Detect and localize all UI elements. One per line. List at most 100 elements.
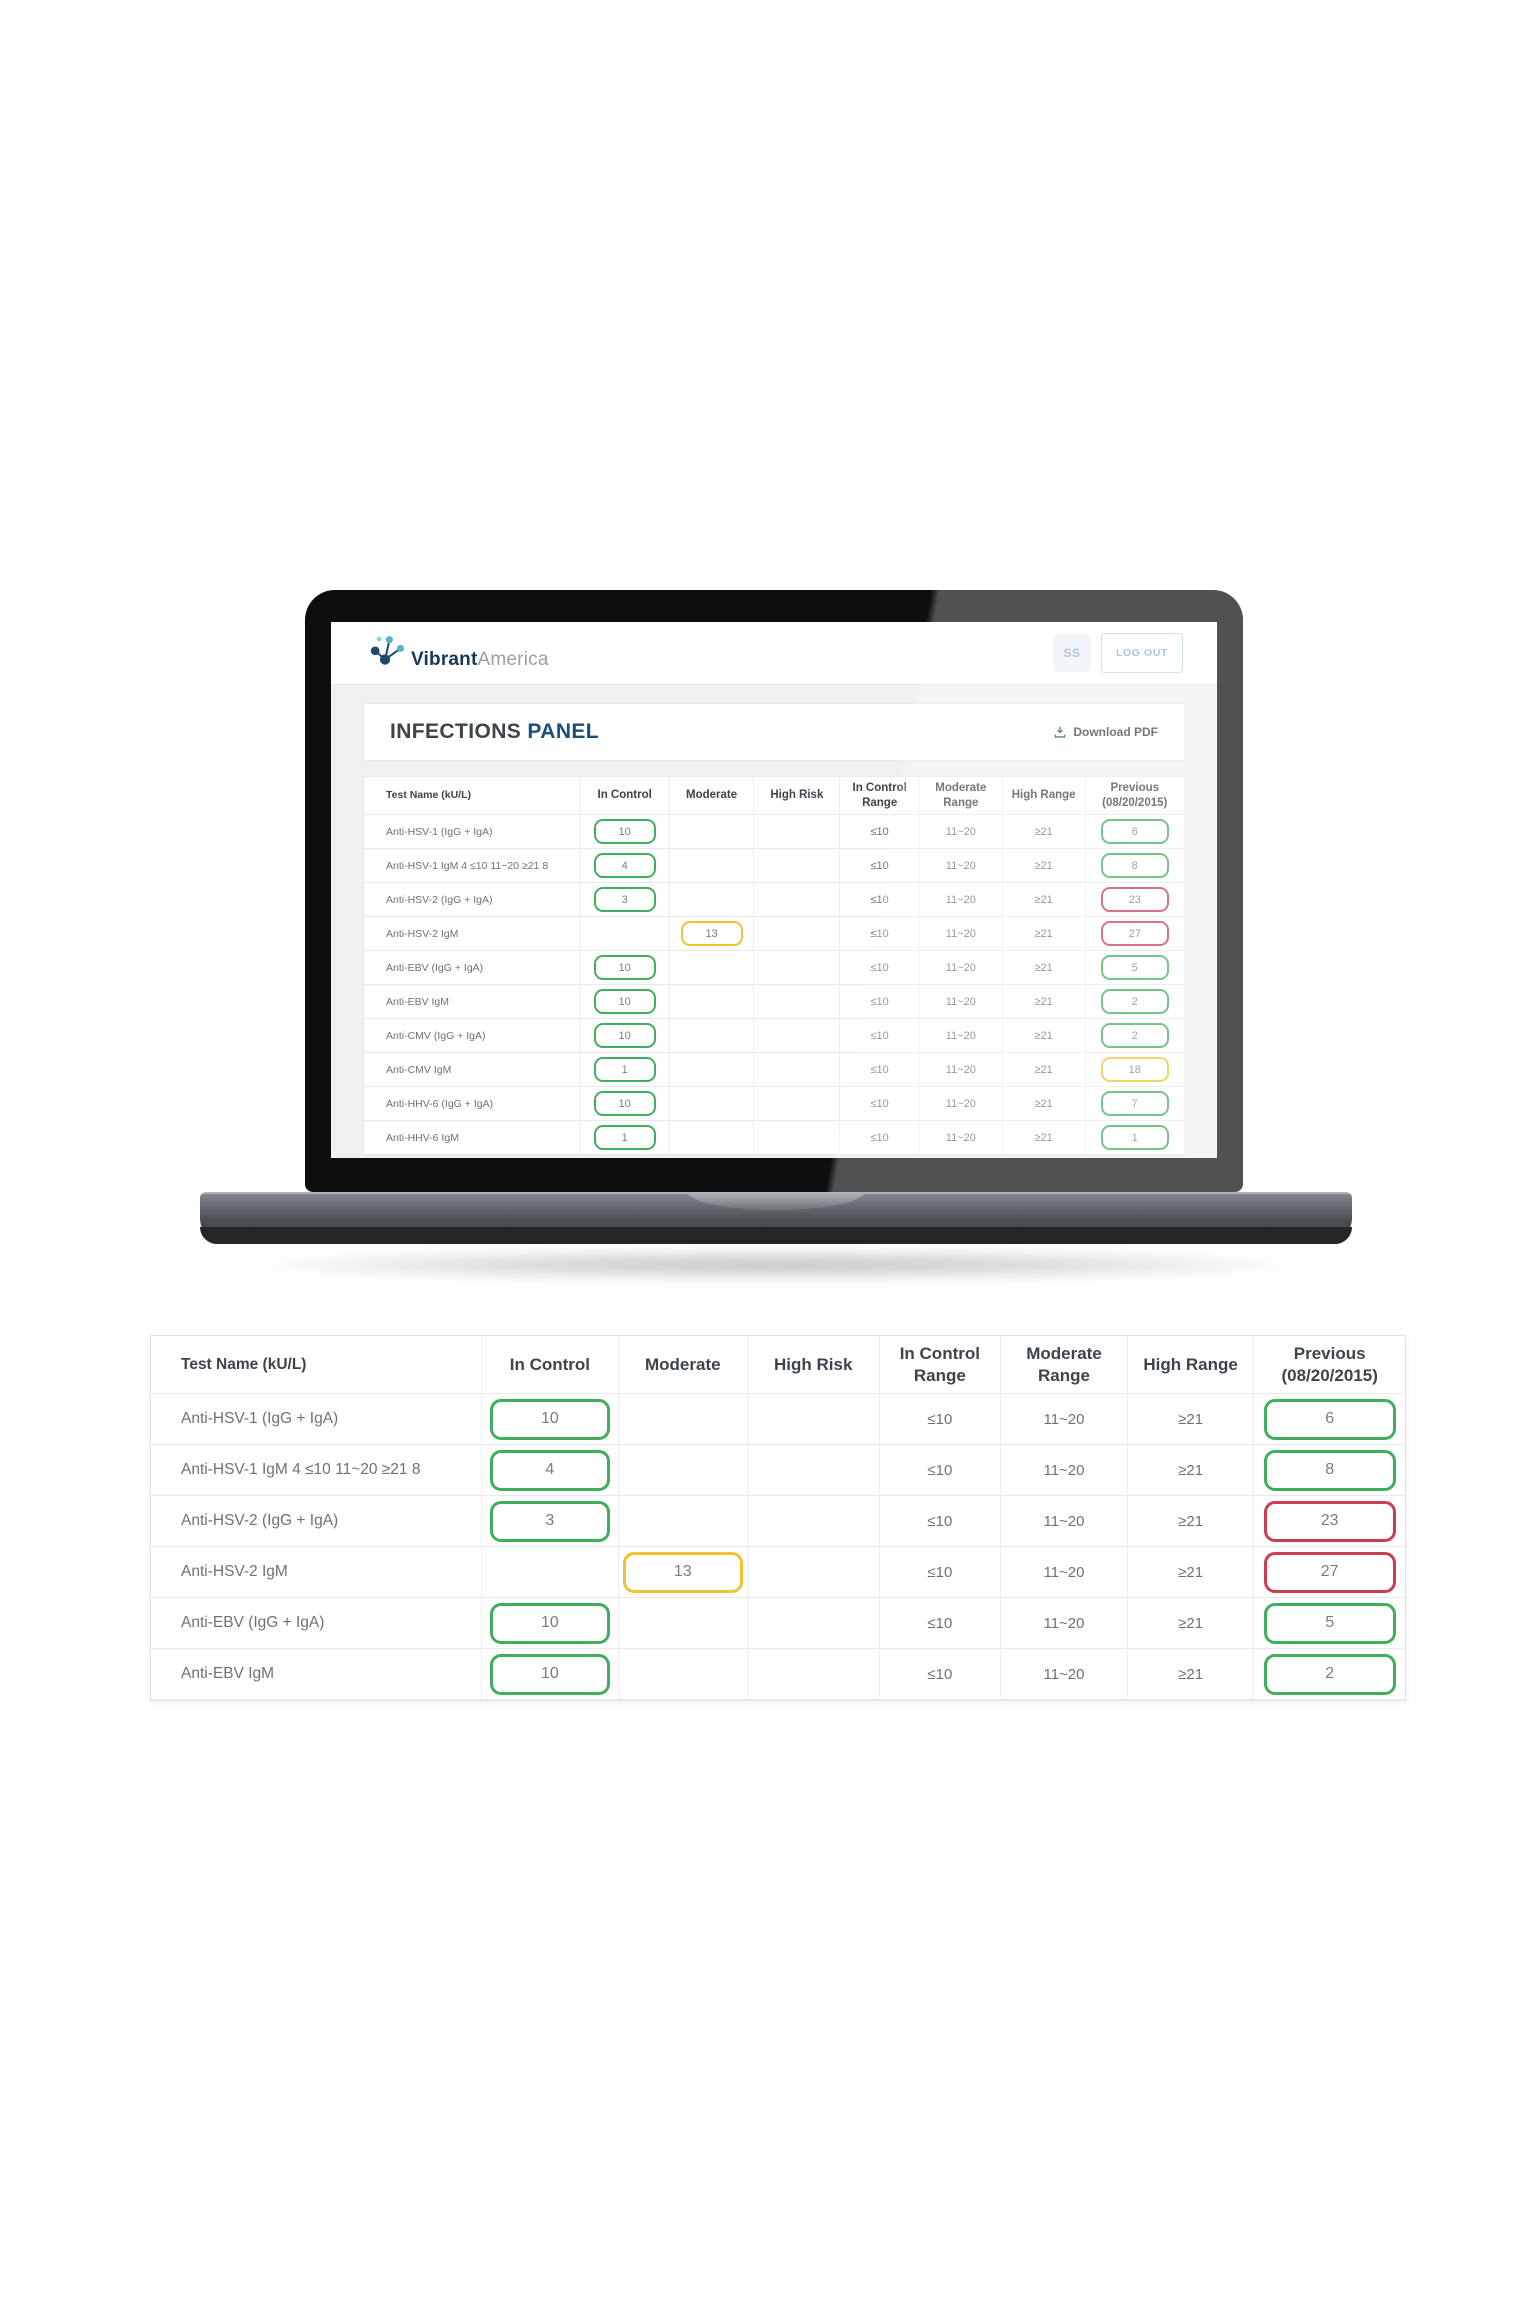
table-cell: ≤10 <box>879 1547 1002 1598</box>
value-pill-red: 27 <box>1263 1551 1396 1593</box>
table-cell <box>754 1019 841 1053</box>
laptop-screen-bezel: VibrantAmerica SS LOG OUT INFECTIONS PAN… <box>305 590 1243 1192</box>
table-cell: Anti-EBV (IgG + IgA) <box>151 1598 483 1649</box>
column-header: Test Name (kU/L) <box>364 777 581 815</box>
value-pill-green: 10 <box>489 1653 610 1695</box>
table-row: Anti-CMV IgM 1 ≤10 11~20 ≥21 18 <box>364 1053 1184 1087</box>
table-cell: ≤10 <box>879 1496 1002 1547</box>
table-cell: Anti-HHV-6 (IgG + IgA) <box>364 1087 581 1121</box>
logout-button[interactable]: LOG OUT <box>1100 633 1183 673</box>
column-header: In Control <box>580 777 670 815</box>
column-header: Moderate <box>669 777 755 815</box>
table-cell: ≥21 <box>1002 1087 1086 1121</box>
table-row: Anti-EBV (IgG + IgA) 10 ≤10 11~20 ≥21 5 <box>151 1598 1405 1649</box>
table-cell: ≥21 <box>1002 883 1086 917</box>
column-header: In Control Range <box>840 777 920 815</box>
value-cell: 8 <box>1254 1445 1405 1496</box>
table-cell: ≥21 <box>1127 1649 1255 1700</box>
value-cell: 1 <box>1085 1121 1184 1155</box>
value-cell: 13 <box>669 917 755 951</box>
table-cell: ≤10 <box>840 1121 920 1155</box>
value-pill-red: 23 <box>1100 887 1169 912</box>
column-header: Moderate Range <box>1001 1336 1128 1394</box>
laptop-shadow <box>240 1250 1312 1280</box>
value-pill-yellow: 18 <box>1100 1057 1169 1082</box>
table-cell: 11~20 <box>1001 1394 1128 1445</box>
table-row: Anti-HHV-6 (IgG + IgA) 10 ≤10 11~20 ≥21 7 <box>364 1087 1184 1121</box>
table-cell: ≥21 <box>1002 1121 1086 1155</box>
table-cell <box>669 1053 755 1087</box>
table-cell <box>754 849 841 883</box>
table-row: Anti-HSV-2 (IgG + IgA) 3 ≤10 11~20 ≥21 23 <box>151 1496 1405 1547</box>
table-cell: ≥21 <box>1127 1547 1255 1598</box>
table-cell <box>747 1496 880 1547</box>
value-cell: 6 <box>1085 815 1184 849</box>
table-cell: ≤10 <box>840 815 920 849</box>
table-row: Anti-HSV-2 IgM 13 ≤10 11~20 ≥21 27 <box>151 1547 1405 1598</box>
value-cell: 18 <box>1085 1053 1184 1087</box>
table-cell: Anti-HSV-1 (IgG + IgA) <box>151 1394 483 1445</box>
value-cell: 7 <box>1085 1087 1184 1121</box>
user-initials-badge[interactable]: SS <box>1052 634 1091 672</box>
table-cell <box>754 1121 841 1155</box>
table-cell: ≥21 <box>1127 1394 1255 1445</box>
value-pill-green: 10 <box>489 1398 610 1440</box>
value-cell: 27 <box>1085 917 1184 951</box>
table-cell: 11~20 <box>919 951 1003 985</box>
column-header: Previous (08/20/2015) <box>1254 1336 1405 1394</box>
value-pill-green: 7 <box>1100 1091 1169 1116</box>
value-pill-red: 23 <box>1263 1500 1396 1542</box>
header-actions: SS LOG OUT <box>1052 633 1183 673</box>
value-cell: 10 <box>482 1598 619 1649</box>
value-pill-yellow: 13 <box>622 1551 743 1593</box>
column-header: In Control <box>482 1336 619 1394</box>
value-cell: 10 <box>482 1394 619 1445</box>
zoomed-results-table: Test Name (kU/L) In Control Moderate High R… <box>150 1335 1406 1701</box>
value-pill-green: 5 <box>1100 955 1169 980</box>
table-cell: 11~20 <box>1001 1649 1128 1700</box>
laptop-base-notch <box>688 1192 864 1210</box>
download-pdf-link[interactable]: Download PDF <box>1053 725 1158 739</box>
value-cell: 3 <box>580 883 670 917</box>
column-header: High Risk <box>754 777 841 815</box>
value-cell: 13 <box>618 1547 748 1598</box>
value-cell: 10 <box>580 951 670 985</box>
table-cell: ≤10 <box>879 1649 1002 1700</box>
table-cell <box>754 815 841 849</box>
value-pill-green: 1 <box>1100 1125 1169 1150</box>
value-cell: 6 <box>1254 1394 1405 1445</box>
table-cell <box>754 951 841 985</box>
value-cell: 23 <box>1254 1496 1405 1547</box>
table-cell: ≤10 <box>879 1445 1002 1496</box>
value-cell: 10 <box>580 815 670 849</box>
column-header: High Risk <box>747 1336 880 1394</box>
table-cell: Anti-HSV-1 (IgG + IgA) <box>364 815 581 849</box>
table-row: Anti-EBV IgM 10 ≤10 11~20 ≥21 2 <box>151 1649 1405 1700</box>
value-pill-green: 2 <box>1263 1653 1396 1695</box>
table-cell: 11~20 <box>919 1053 1003 1087</box>
table-row: Anti-CMV (IgG + IgA) 10 ≤10 11~20 ≥21 2 <box>364 1019 1184 1053</box>
table-cell: Anti-HSV-2 (IgG + IgA) <box>364 883 581 917</box>
table-cell <box>618 1394 748 1445</box>
table-cell: Anti-CMV (IgG + IgA) <box>364 1019 581 1053</box>
column-header: Previous (08/20/2015) <box>1085 777 1184 815</box>
table-cell: Anti-HSV-2 IgM <box>151 1547 483 1598</box>
value-pill-green: 6 <box>1263 1398 1396 1440</box>
app-body: INFECTIONS PANEL Download PDF Test Name … <box>331 685 1217 1158</box>
value-pill-green: 2 <box>1100 989 1169 1014</box>
table-row: Anti-HSV-1 (IgG + IgA) 10 ≤10 11~20 ≥21 6 <box>364 815 1184 849</box>
table-cell: ≤10 <box>879 1394 1002 1445</box>
table-cell: ≤10 <box>840 1019 920 1053</box>
table-cell: ≥21 <box>1002 849 1086 883</box>
table-cell: ≤10 <box>840 917 920 951</box>
value-cell: 10 <box>482 1649 619 1700</box>
laptop-base <box>200 1192 1352 1244</box>
table-cell: ≥21 <box>1002 1019 1086 1053</box>
value-pill-green: 10 <box>593 989 656 1014</box>
value-pill-green: 1 <box>593 1125 656 1150</box>
value-cell: 2 <box>1254 1649 1405 1700</box>
table-cell <box>669 951 755 985</box>
value-cell: 1 <box>580 1053 670 1087</box>
table-header-row: Test Name (kU/L) In Control Moderate High R… <box>364 777 1184 815</box>
table-row: Anti-EBV IgM 10 ≤10 11~20 ≥21 2 <box>364 985 1184 1019</box>
